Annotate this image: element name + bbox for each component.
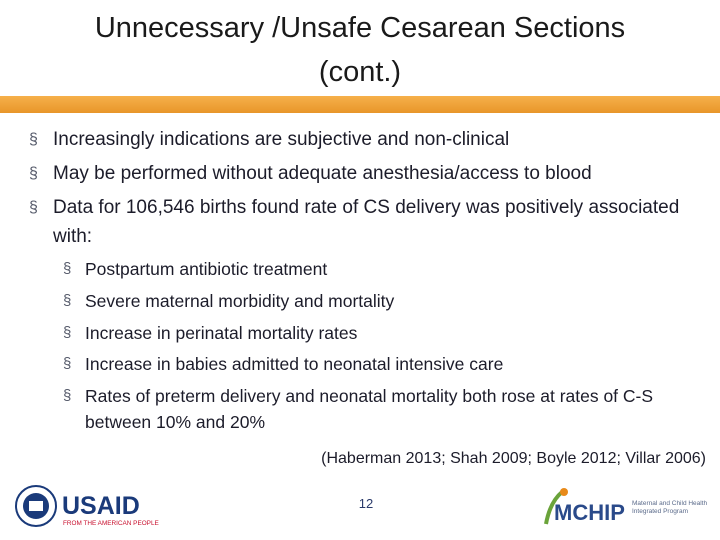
title-line: (cont.) [318, 56, 402, 88]
title-line: Unnecessary /Unsafe Cesarean Sections [94, 12, 626, 44]
seal-shield [29, 501, 43, 511]
sub-bullet: Increase in babies admitted to neonatal … [63, 351, 710, 377]
usaid-logo: USAID FROM THE AMERICAN PEOPLE [15, 485, 159, 527]
page-number: 12 [358, 496, 374, 511]
logo-swoosh [544, 490, 564, 525]
bullet: May be performed without adequate anesth… [29, 159, 713, 188]
mchip-tagline-box: Maternal and Child Health Integrated Pro… [632, 500, 708, 515]
accent-bar [0, 96, 720, 113]
usaid-tagline: FROM THE AMERICAN PEOPLE [63, 520, 159, 527]
usaid-wordmark: USAID [62, 492, 140, 520]
logo-dot [560, 488, 568, 496]
sub-bullet: Postpartum antibiotic treatment [63, 256, 710, 282]
mchip-logo: MCHIP Maternal and Child Health Integrat… [544, 488, 708, 525]
mchip-wordmark: MCHIP [554, 500, 625, 525]
mchip-tagline: Maternal and Child Health Integrated Pro… [632, 500, 708, 515]
citation: (Haberman 2013; Shah 2009; Boyle 2012; V… [321, 450, 706, 467]
bullet: Data for 106,546 births found rate of CS… [29, 193, 713, 251]
sub-bullet: Rates of preterm delivery and neonatal m… [63, 383, 710, 435]
sub-bullet: Severe maternal morbidity and mortality [63, 288, 710, 314]
sub-bullet: Increase in perinatal mortality rates [63, 320, 710, 346]
bullet: Increasingly indications are subjective … [29, 125, 713, 154]
